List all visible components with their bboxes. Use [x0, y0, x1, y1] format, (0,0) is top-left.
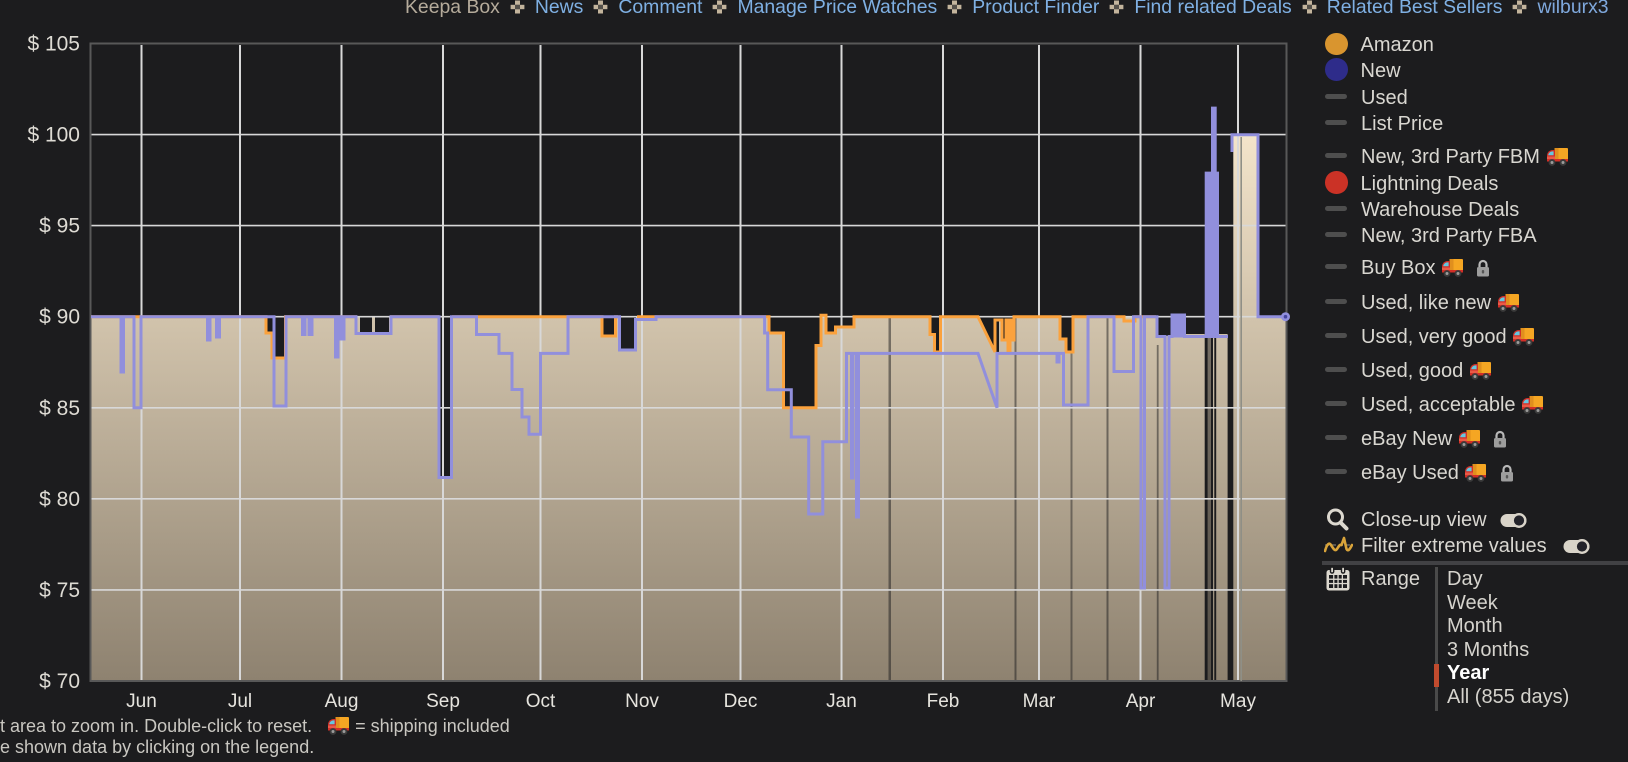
svg-text:$ 75: $ 75 [39, 579, 80, 602]
svg-text:May: May [1220, 691, 1256, 712]
svg-text:$ 80: $ 80 [39, 488, 80, 511]
svg-text:Mar: Mar [1023, 691, 1056, 712]
svg-text:Jul: Jul [228, 691, 252, 712]
svg-text:Jan: Jan [826, 691, 857, 712]
svg-text:$ 70: $ 70 [39, 670, 80, 693]
svg-text:$ 90: $ 90 [39, 306, 80, 329]
svg-text:$ 105: $ 105 [27, 33, 80, 56]
svg-text:Apr: Apr [1126, 691, 1156, 712]
svg-text:Dec: Dec [724, 691, 758, 712]
svg-text:Jun: Jun [126, 691, 157, 712]
svg-text:Feb: Feb [927, 691, 960, 712]
svg-text:Aug: Aug [325, 691, 359, 712]
svg-text:Oct: Oct [526, 691, 556, 712]
svg-text:Sep: Sep [426, 691, 460, 712]
svg-text:$ 95: $ 95 [39, 215, 80, 238]
svg-text:$ 100: $ 100 [27, 124, 80, 147]
svg-text:$ 85: $ 85 [39, 397, 80, 420]
svg-text:Nov: Nov [625, 691, 659, 712]
